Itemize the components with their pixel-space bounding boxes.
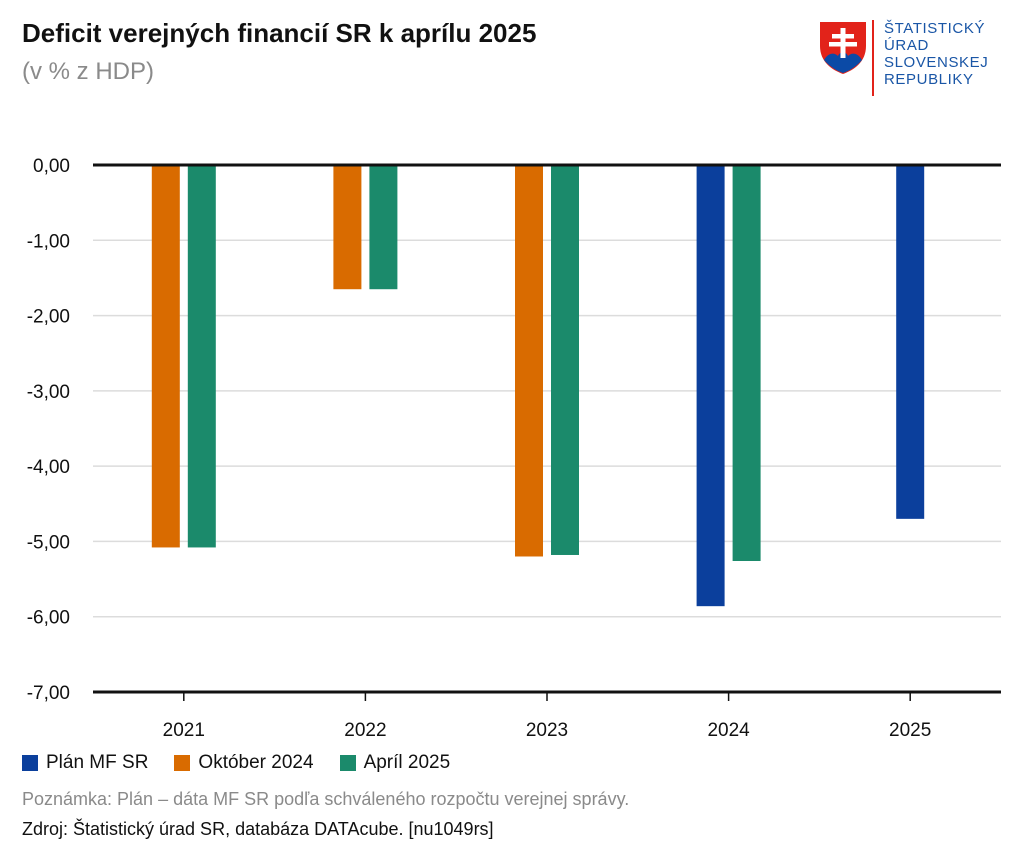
y-tick-label: -7,00 [27,683,70,704]
x-tick-label: 2022 [344,720,386,741]
statistical-office-logo: ŠTATISTICKÝ ÚRAD SLOVENSKEJ REPUBLIKY [818,20,1008,100]
legend-swatch [174,755,191,771]
bar-2023-2 [551,165,579,555]
legend-item-april[interactable]: Apríl 2025 [339,752,451,774]
x-tick-label: 2024 [707,720,750,741]
legend-item-oktober[interactable]: Október 2024 [174,752,314,774]
legend-label: Plán MF SR [46,752,149,773]
bar-chart: 0,00 -1,00 -2,00 -3,00 -4,00 -5,00 -6,00 -7,00 2… [27,156,1001,741]
legend-label: Apríl 2025 [363,752,451,773]
bar-2023-1 [515,165,543,557]
chart-subtitle: (v % z HDP) [22,58,154,85]
bar-2024-0 [696,165,725,607]
y-tick-label: -5,00 [27,532,70,553]
bar-2022-2 [369,165,398,290]
x-tick-label: 2023 [526,720,568,741]
logo-divider [872,20,874,96]
x-tick-label: 2025 [889,720,931,741]
y-tick-label: -1,00 [27,231,70,252]
bar-2021-2 [187,165,216,548]
y-tick-label: 0,00 [33,156,70,177]
logo-line: ÚRAD [884,37,929,54]
logo-line: SLOVENSKEJ [884,54,989,71]
y-tick-label: -4,00 [27,457,70,478]
chart-title: Deficit verejných financií SR k aprílu 2… [22,18,537,48]
legend-label: Október 2024 [198,752,314,773]
source-line: Zdroj: Štatistický úrad SR, databáza DAT… [22,819,494,839]
legend-swatch [22,755,38,771]
y-tick-label: -3,00 [27,382,70,403]
bar-2024-2 [732,165,761,562]
bar-2025-0 [896,165,925,519]
logo-line: REPUBLIKY [884,71,974,88]
footnote: Poznámka: Plán – dáta MF SR podľa schvál… [22,789,630,809]
logo-text: ŠTATISTICKÝ ÚRAD SLOVENSKEJ REPUBLIKY [884,20,988,88]
bar-2021-1 [151,165,180,548]
x-tick-label: 2021 [163,720,205,741]
legend: Plán MF SR Október 2024 Apríl 2025 [22,752,450,774]
coat-of-arms-icon [820,22,866,74]
legend-swatch [339,755,356,771]
bar-2022-1 [333,165,362,290]
logo-line: ŠTATISTICKÝ [884,20,986,37]
y-tick-label: -6,00 [27,608,70,629]
legend-item-plan[interactable]: Plán MF SR [22,752,148,774]
y-tick-label: -2,00 [27,307,70,328]
